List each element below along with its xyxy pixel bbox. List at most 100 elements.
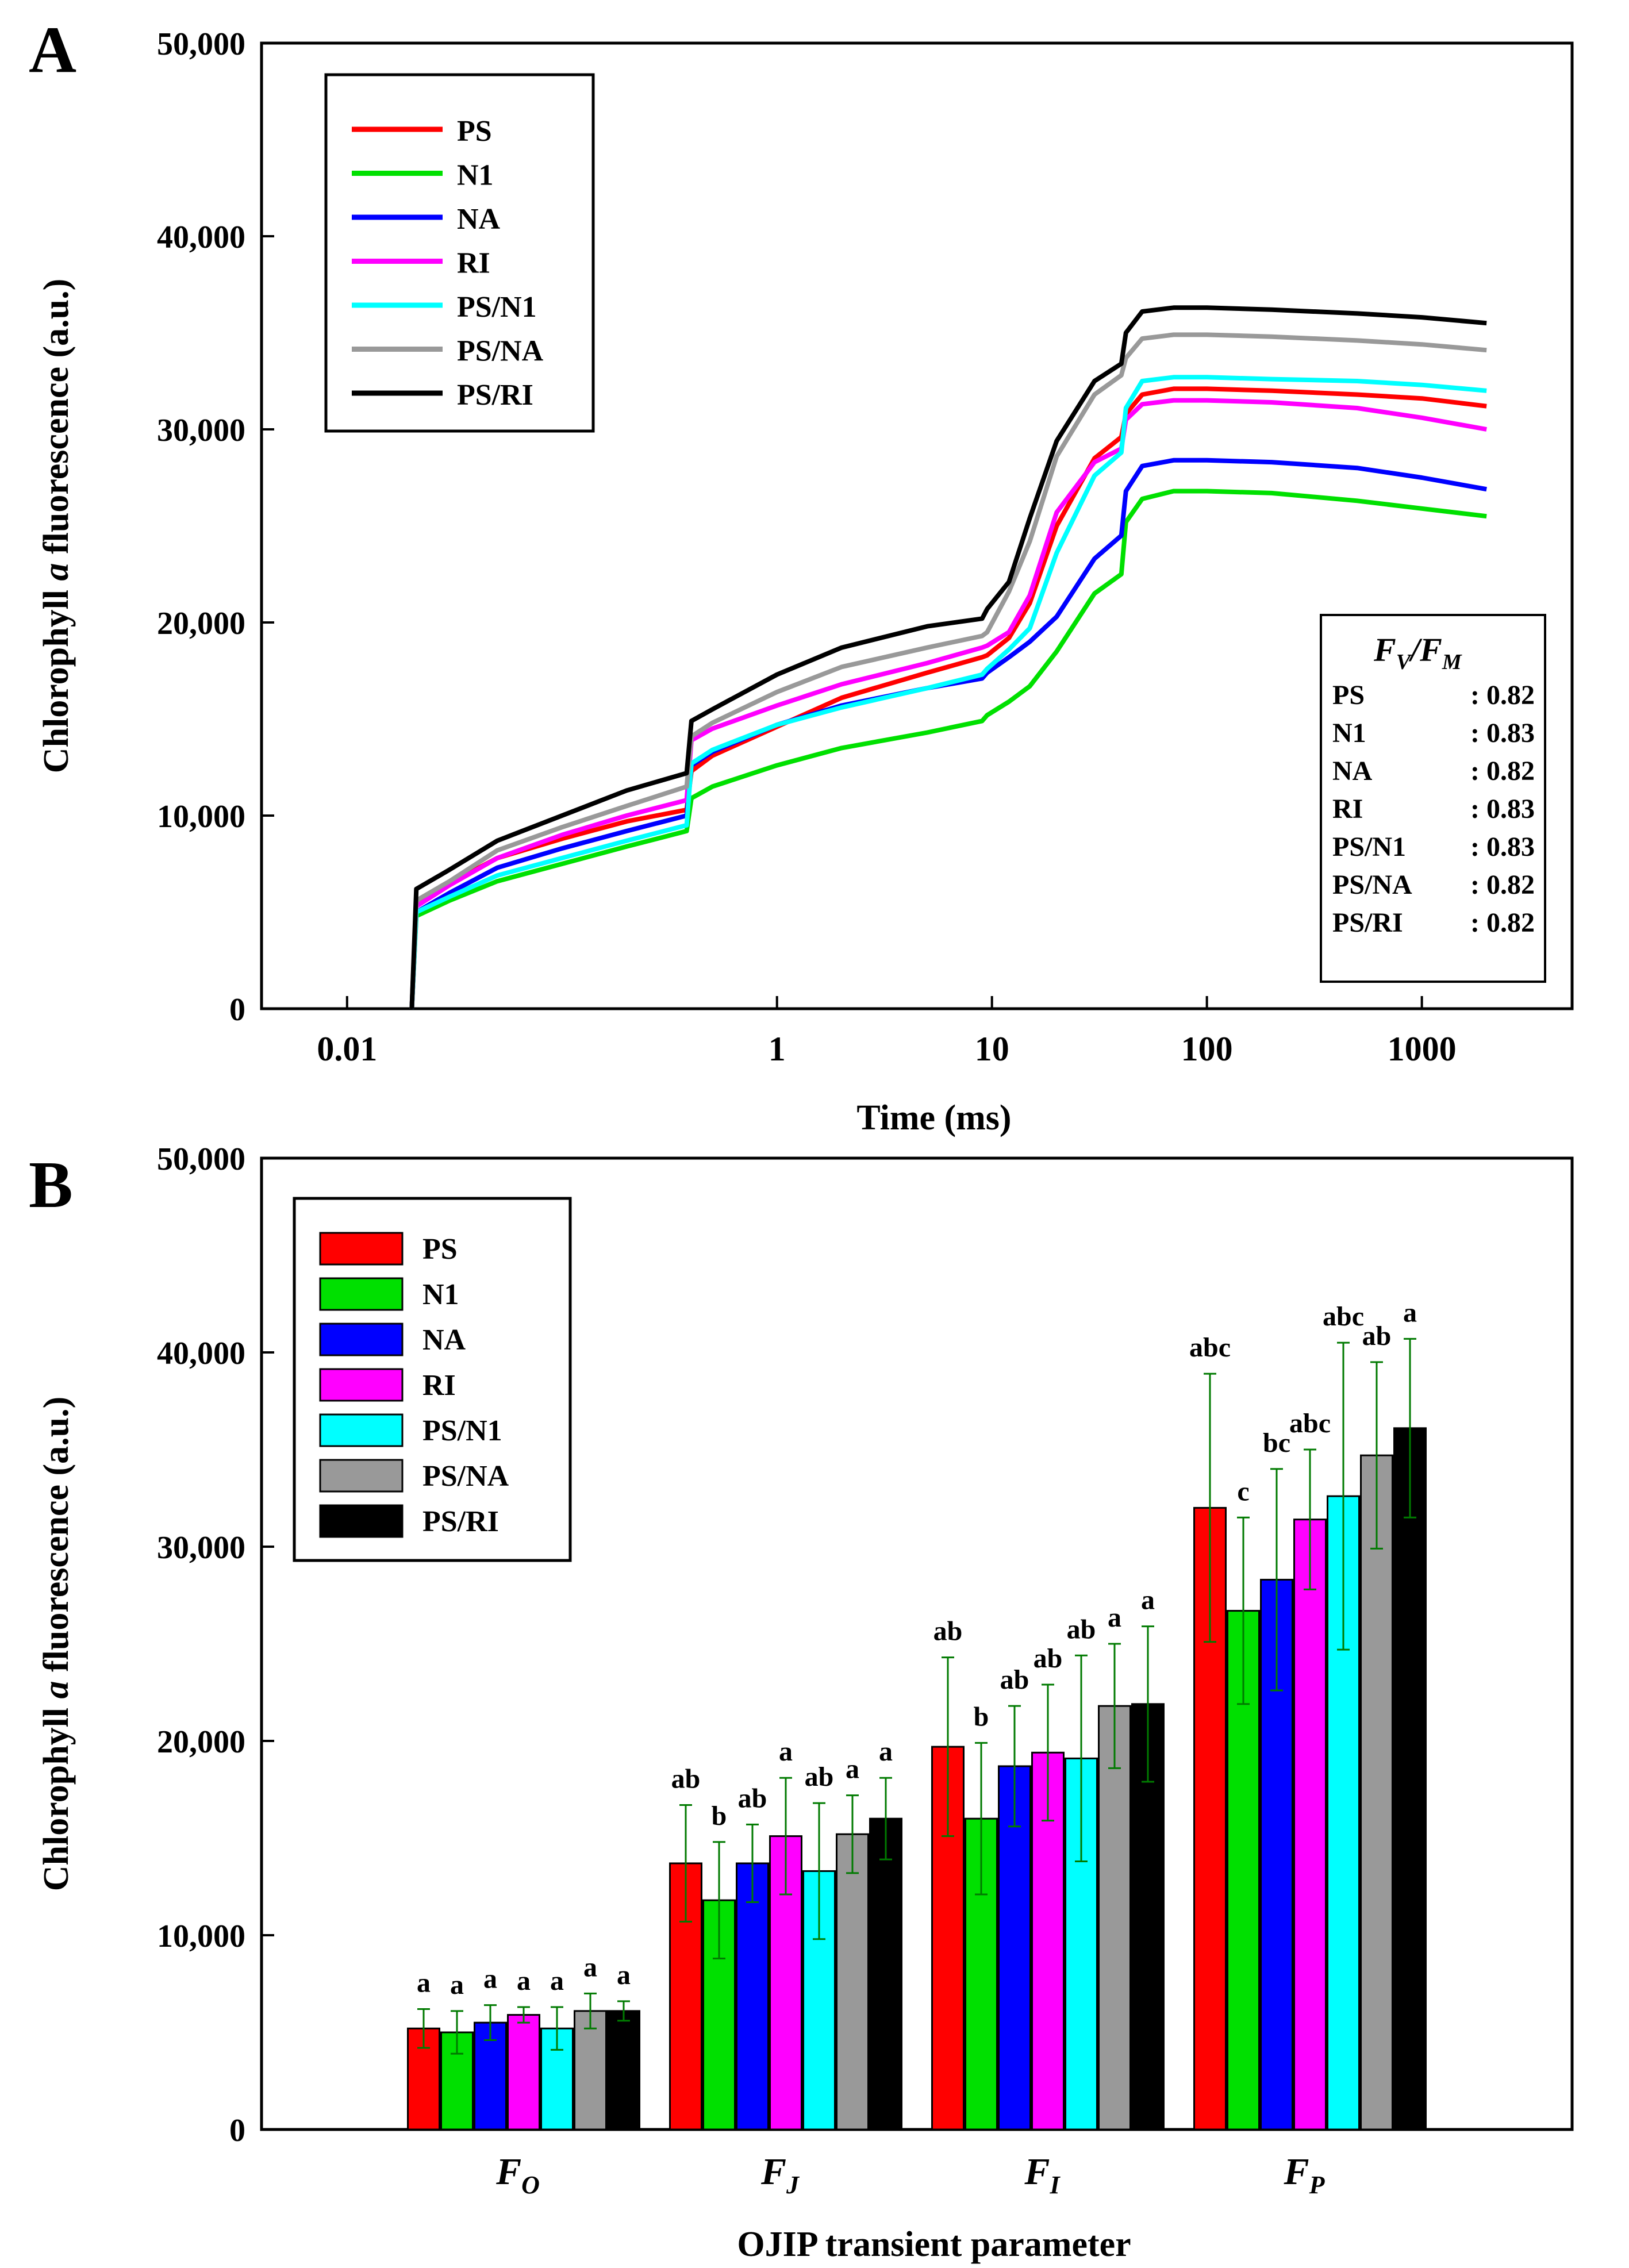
legend-label-ps-ri: PS/RI	[422, 1505, 499, 1538]
fv-fm-row-value: : 0.82	[1470, 870, 1535, 900]
panel-b-legend: PS N1 NA RI PS/N1 PS/NA PS/RI	[293, 1197, 572, 1562]
bar-ps-na-fo	[574, 2010, 607, 2131]
line-series-na	[409, 458, 1487, 1009]
significance-letter: a	[879, 1736, 893, 1767]
legend-label-na: NA	[422, 1324, 466, 1356]
significance-letter: a	[1403, 1297, 1417, 1328]
significance-letter: ab	[805, 1762, 834, 1792]
significance-letter: ab	[1034, 1643, 1063, 1674]
panel-b-y-tick-label: 50,000	[157, 1141, 245, 1177]
fv-fm-row-value: : 0.82	[1470, 680, 1535, 710]
legend-label-ps-na: PS/NA	[422, 1460, 509, 1493]
legend-label-ps: PS	[457, 115, 492, 148]
fv-fm-row-label: PS/NA	[1332, 870, 1412, 900]
legend-swatch-na	[319, 1323, 404, 1356]
significance-letter: ab	[933, 1616, 963, 1647]
bar-ps-ri-fo	[607, 2010, 640, 2131]
panel-a-x-tick-label: 1000	[1388, 1030, 1457, 1068]
panel-b: B 0 10,000 20,000 30,000 40,000 50,000 FO FJ FI F…	[29, 1141, 1574, 2264]
bar-n1-fo	[440, 2031, 474, 2131]
legend-label-ps-n1: PS/N1	[422, 1414, 502, 1447]
significance-letter: abc	[1189, 1332, 1231, 1363]
significance-letter: abc	[1323, 1301, 1364, 1332]
panel-b-x-tick-label: FP	[1284, 2151, 1326, 2199]
legend-swatch-ps-ri	[319, 1504, 404, 1538]
fv-fm-row-label: PS/N1	[1332, 832, 1406, 862]
legend-swatch-ri	[319, 1368, 404, 1402]
significance-letter: ab	[1362, 1321, 1392, 1351]
bar-ps-ri-fp	[1393, 1427, 1427, 2131]
panel-a-y-tick-label: 10,000	[157, 799, 245, 835]
bar-na-fj	[736, 1862, 769, 2131]
legend-label-ps-n1: PS/N1	[457, 291, 537, 324]
panel-a-y-axis-label: Chlorophyll a fluorescence (a.u.)	[37, 279, 76, 774]
line-series-n1	[409, 489, 1487, 1009]
significance-letter: ab	[1000, 1665, 1029, 1695]
bar-ri-fo	[507, 2014, 540, 2131]
significance-letter: a	[550, 1966, 564, 1996]
fv-fm-row-label: NA	[1332, 756, 1373, 786]
legend-label-na: NA	[457, 203, 501, 236]
legend-swatch-ps-n1	[319, 1413, 404, 1447]
line-series-ps	[409, 386, 1487, 1009]
fv-fm-row-label: RI	[1332, 794, 1363, 824]
significance-letter: a	[617, 1960, 631, 1990]
panel-a-x-tick-label: 1	[769, 1030, 786, 1068]
significance-letter: a	[846, 1754, 859, 1785]
significance-letter: c	[1237, 1476, 1249, 1506]
panel-a-x-tick-label: 10	[975, 1030, 1009, 1068]
significance-letter: a	[483, 1964, 497, 1994]
fv-fm-row-value: : 0.82	[1470, 756, 1535, 786]
legend-label-ps-ri: PS/RI	[457, 379, 533, 412]
bar-ps-na-fp	[1360, 1454, 1393, 2131]
panel-b-label: B	[29, 1148, 73, 1221]
significance-letter: a	[1108, 1602, 1121, 1633]
panel-a-y-tick-label: 20,000	[157, 606, 245, 641]
line-series-ri	[409, 398, 1487, 1009]
fv-fm-row-value: : 0.83	[1470, 832, 1535, 862]
panel-b-x-tick-label: FJ	[760, 2151, 800, 2199]
fv-fm-row-label: PS/RI	[1332, 908, 1403, 938]
panel-a-legend-box	[324, 73, 595, 433]
significance-letter: a	[517, 1966, 531, 1996]
panel-b-x-tick-label: FI	[1024, 2151, 1061, 2199]
panel-a-axes: 0 10,000 20,000 30,000 40,000 50,000 0.01 1 10 10…	[157, 26, 1457, 1068]
bar-ri-fp	[1293, 1519, 1327, 2131]
legend-label-ri: RI	[457, 247, 490, 280]
bar-ps-na-fi	[1098, 1705, 1131, 2131]
panel-b-y-tick-label: 30,000	[157, 1530, 245, 1566]
legend-swatch-ps	[319, 1232, 404, 1266]
panel-a-y-tick-label: 50,000	[157, 26, 245, 62]
panel-b-y-tick-label: 20,000	[157, 1724, 245, 1760]
significance-letter: b	[974, 1701, 989, 1732]
panel-b-x-tick-label: FO	[495, 2151, 540, 2199]
significance-letter: a	[450, 1970, 464, 2000]
line-series-ps-n1	[409, 375, 1487, 1009]
legend-swatch-n1	[319, 1277, 404, 1311]
panel-a-x-tick-label: 0.01	[317, 1030, 377, 1068]
panel-a-series-lines	[409, 305, 1487, 1009]
panel-b-y-tick-label: 10,000	[157, 1919, 245, 1954]
significance-letter: b	[712, 1801, 727, 1831]
fv-fm-row-value: : 0.82	[1470, 908, 1535, 938]
panel-a: A 0 10,000 20,000 30,000 40,000 50,000 0.01 1 10…	[29, 13, 1574, 1137]
legend-label-n1: N1	[457, 159, 494, 192]
significance-letter: abc	[1289, 1408, 1331, 1439]
significance-letter: a	[417, 1967, 431, 1998]
fv-fm-row-label: PS	[1332, 680, 1365, 710]
panel-a-y-tick-label: 0	[229, 992, 245, 1028]
panel-a-y-tick-label: 40,000	[157, 220, 245, 255]
fv-fm-row-value: : 0.83	[1470, 718, 1535, 748]
fv-fm-title: FV/FM	[1373, 631, 1462, 674]
fv-fm-row-label: N1	[1332, 718, 1366, 748]
panel-a-x-tick-label: 100	[1181, 1030, 1233, 1068]
panel-a-plot-frame	[260, 41, 1574, 1010]
significance-letter: ab	[738, 1783, 767, 1813]
significance-letter: bc	[1263, 1428, 1290, 1458]
significance-letter: a	[779, 1736, 793, 1767]
significance-letter: a	[1141, 1585, 1155, 1616]
fv-fm-inset-table: FV/FM PS : 0.82 N1 : 0.83 NA : 0.82 RI : 0.83 PS…	[1320, 614, 1546, 983]
panel-b-x-axis-label: OJIP transient parameter	[737, 2225, 1131, 2264]
significance-letter: ab	[1067, 1614, 1096, 1644]
